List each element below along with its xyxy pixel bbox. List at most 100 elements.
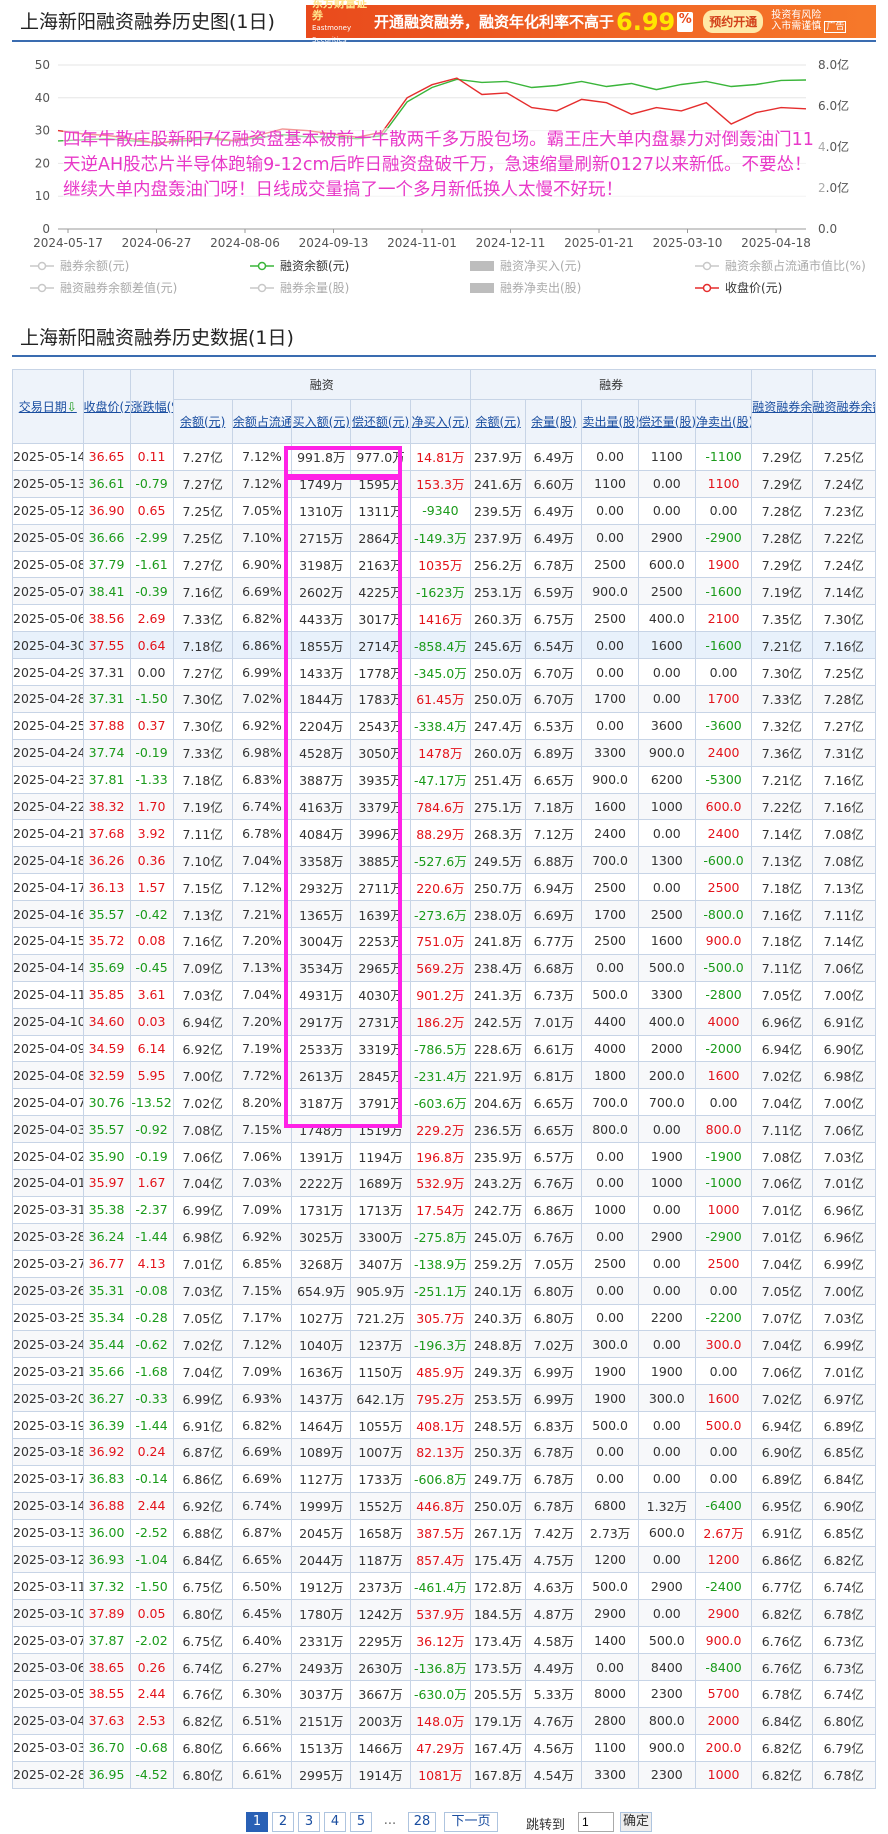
cell-rq-net: 800.0 (694, 1115, 753, 1144)
cell-rz-balance: 7.05亿 (172, 1303, 233, 1332)
cell-rz-buy: 2151万 (291, 1706, 352, 1735)
cell-rz-ratio: 7.72% (231, 1061, 293, 1090)
col-trade-date[interactable]: 交易日期⇩ (12, 369, 84, 444)
cell-rq-repay: 1000 (637, 792, 696, 821)
cell-total-balance: 7.21亿 (751, 765, 813, 794)
col-balance-diff[interactable]: 融资融券余额差值(元) (811, 369, 877, 444)
cell-rq-volume: 4.75万 (525, 1545, 583, 1574)
cell-rq-volume: 6.61万 (525, 1034, 583, 1063)
cell-rz-ratio: 6.87% (231, 1518, 293, 1547)
page-5-button[interactable]: 5 (350, 1812, 372, 1832)
cell-rz-buy: 1437万 (291, 1384, 352, 1413)
legend-label[interactable]: 融资余额(元) (280, 258, 349, 273)
cell-close-price: 36.61 (82, 469, 131, 498)
legend-marker[interactable] (470, 283, 494, 293)
col-change-pct[interactable]: 涨跌幅(%) (129, 369, 174, 444)
ad-reserve-button[interactable]: 预约开通 (703, 10, 764, 33)
legend-marker-dot[interactable] (37, 261, 47, 271)
cell-total-balance: 7.32亿 (751, 711, 813, 740)
table-row: 2025-02-28 36.95 -4.52 6.80亿 6.61% 2995万 1914万… (12, 1760, 877, 1789)
cell-balance-diff: 6.82亿 (811, 1545, 877, 1574)
cell-total-balance: 7.16亿 (751, 900, 813, 929)
legend-label[interactable]: 融券净卖出(股) (500, 280, 581, 295)
legend-label[interactable]: 融券余额(元) (60, 258, 129, 273)
legend-label[interactable]: 融资融券余额差值(元) (60, 280, 177, 295)
table-row: 2025-03-03 36.70 -0.68 6.80亿 6.66% 1513万 1466万… (12, 1733, 877, 1762)
col-group-rz: 融资 (172, 369, 472, 400)
cell-rq-sell: 0.00 (581, 496, 639, 525)
cell-trade-date: 2025-03-05 (12, 1679, 84, 1708)
cell-balance-diff: 6.74亿 (811, 1572, 877, 1601)
cell-total-balance: 7.11亿 (751, 1115, 813, 1144)
col-rz-balance[interactable]: 余额(元) (172, 399, 233, 444)
cell-rq-volume: 7.05万 (525, 1249, 583, 1278)
legend-marker[interactable] (470, 261, 494, 271)
cell-rz-ratio: 6.30% (231, 1679, 293, 1708)
legend-marker-dot[interactable] (702, 283, 712, 293)
cell-rz-net: 305.7万 (409, 1303, 472, 1332)
cell-rq-net: -3600 (694, 711, 753, 740)
cell-rz-repay: 1658万 (350, 1518, 411, 1547)
legend-label[interactable]: 融券余量(股) (280, 280, 349, 295)
cell-total-balance: 7.01亿 (751, 1195, 813, 1224)
cell-change-pct: -0.62 (129, 1330, 174, 1359)
jump-go-button[interactable]: 确定 (620, 1812, 652, 1832)
cell-rz-net: -47.17万 (409, 765, 472, 794)
cell-rq-net: 1100 (694, 469, 753, 498)
table-row: 2025-04-15 35.72 0.08 7.16亿 7.20% 3004万 2253万 7… (12, 927, 877, 955)
cell-rq-net: -1000 (694, 1169, 753, 1197)
page-1-button[interactable]: 1 (246, 1812, 268, 1832)
col-rq-repay[interactable]: 偿还量(股) (637, 399, 696, 444)
legend-marker-dot[interactable] (37, 283, 47, 293)
cell-rz-net: 784.6万 (409, 792, 472, 821)
cell-rz-buy: 1513万 (291, 1733, 352, 1762)
table-row: 2025-03-19 36.39 -1.44 6.91亿 6.82% 1464万 1055万… (12, 1411, 877, 1439)
cell-change-pct: -0.08 (129, 1276, 174, 1305)
legend-label[interactable]: 融资净买入(元) (500, 259, 581, 273)
cell-rz-ratio: 7.03% (231, 1169, 293, 1197)
cell-rq-balance: 250.7万 (470, 873, 527, 902)
next-page-button[interactable]: 下一页 (444, 1812, 498, 1832)
cell-rq-balance: 268.3万 (470, 819, 527, 848)
col-rq-net[interactable]: 净卖出(股) (694, 399, 753, 444)
jump-page-input[interactable] (578, 1812, 614, 1832)
table-row: 2025-04-30 37.55 0.64 7.18亿 6.86% 1855万 2714万 -… (12, 631, 877, 660)
cell-balance-diff: 7.00亿 (811, 980, 877, 1009)
col-total-balance[interactable]: 融资融券余额(元) (751, 369, 813, 444)
cell-rz-balance: 7.01亿 (172, 1249, 233, 1278)
ad-banner[interactable]: 东方财富证券 Eastmoney Securities 开通融资融券，融资年化利率… (306, 0, 876, 44)
cell-close-price: 36.90 (82, 496, 131, 525)
legend-label[interactable]: 融资余额占流通市值比(%) (725, 258, 866, 273)
col-rz-buy[interactable]: 买入额(元) (291, 399, 352, 444)
col-rq-balance[interactable]: 余额(元) (470, 399, 527, 444)
y-right-tick-label: 8.0亿 (818, 57, 849, 72)
col-rz-ratio[interactable]: 余额占流通市值比 (231, 399, 293, 444)
cell-rq-sell: 1400 (581, 1626, 639, 1655)
cell-rz-repay: 642.1万 (350, 1384, 411, 1413)
cell-rq-balance: 184.5万 (470, 1599, 527, 1628)
page-4-button[interactable]: 4 (324, 1812, 346, 1832)
cell-balance-diff: 6.91亿 (811, 1007, 877, 1036)
legend-marker-dot[interactable] (702, 261, 712, 271)
col-rq-volume[interactable]: 余量(股) (525, 399, 583, 444)
legend-label[interactable]: 收盘价(元) (725, 280, 782, 295)
legend-marker-dot[interactable] (257, 261, 267, 271)
cell-rq-sell: 2500 (581, 927, 639, 955)
col-rq-sell[interactable]: 卖出量(股) (581, 399, 639, 444)
cell-trade-date: 2025-03-28 (12, 1222, 84, 1251)
page-3-button[interactable]: 3 (298, 1812, 320, 1832)
cell-rq-volume: 7.02万 (525, 1330, 583, 1359)
cell-balance-diff: 6.98亿 (811, 1061, 877, 1090)
cell-rz-repay: 2003万 (350, 1706, 411, 1735)
cell-trade-date: 2025-05-13 (12, 469, 84, 498)
legend-marker-dot[interactable] (257, 283, 267, 293)
cell-rz-net: 1035万 (409, 550, 472, 579)
col-rz-net[interactable]: 净买入(元) (409, 399, 472, 444)
col-rz-repay[interactable]: 偿还额(元) (350, 399, 411, 444)
page-28-button[interactable]: 28 (408, 1812, 436, 1832)
cell-rz-net: 901.2万 (409, 980, 472, 1009)
page-2-button[interactable]: 2 (272, 1812, 294, 1832)
table-row: 2025-04-10 34.60 0.03 6.94亿 7.20% 2917万 2731万 1… (12, 1007, 877, 1036)
col-close-price[interactable]: 收盘价(元) (82, 369, 131, 444)
cell-total-balance: 7.11亿 (751, 953, 813, 982)
